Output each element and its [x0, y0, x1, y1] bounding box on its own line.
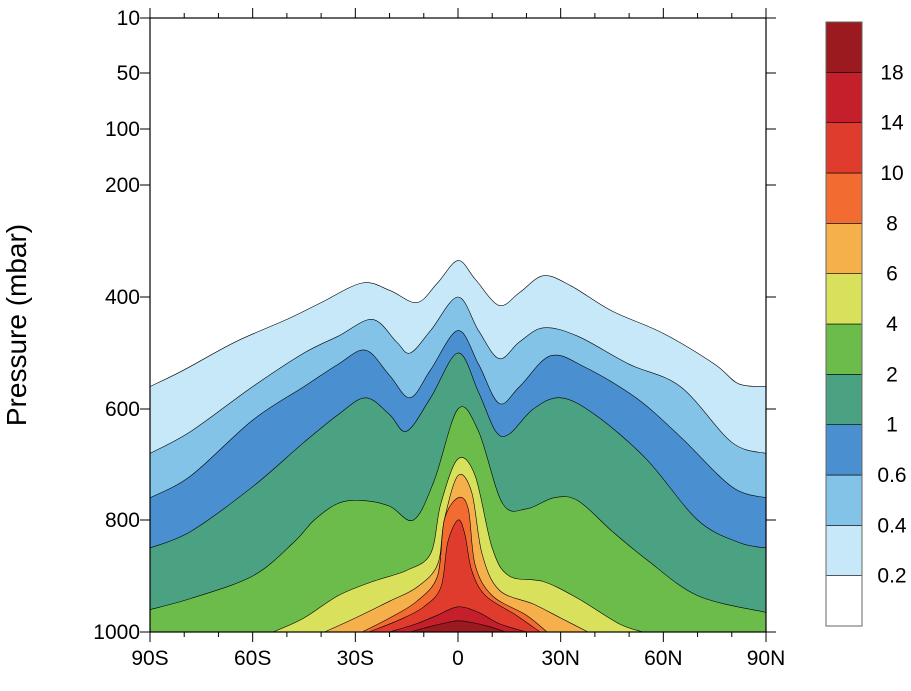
y-tick-label: 10	[117, 7, 140, 30]
colorbar-label: 18	[880, 61, 903, 84]
x-tick-label: 60S	[234, 647, 271, 670]
colorbar-border	[825, 21, 863, 627]
colorbar-label: 0.6	[877, 464, 906, 487]
y-tick-label: 200	[105, 174, 140, 197]
x-tick-label: 90S	[131, 647, 168, 670]
x-tick-label: 90N	[747, 647, 786, 670]
colorbar: 0.2 0.4 0.6 1 2 4 6 8 10 14 18	[825, 21, 907, 627]
colorbar-label: 0.2	[877, 565, 906, 588]
colorbar-box	[825, 223, 863, 274]
colorbar-label: 14	[880, 112, 904, 135]
x-tick-label: 30S	[337, 647, 374, 670]
colorbar-box	[825, 72, 863, 123]
colorbar-box	[825, 575, 863, 627]
colorbar-label: 2	[886, 363, 898, 386]
colorbar-box	[825, 474, 863, 526]
contour-fill-14	[389, 606, 527, 633]
x-tick-label: 60N	[644, 647, 683, 670]
y-tick-label: 600	[105, 398, 140, 421]
y-tick-label: 800	[105, 509, 140, 532]
contour-fills	[149, 260, 767, 633]
y-axis: 10 50 100 200 400 600 800 1000	[93, 7, 776, 644]
y-axis-title: Pressure (mbar)	[1, 224, 32, 426]
colorbar-box	[825, 323, 863, 375]
x-tick-label: 30N	[541, 647, 580, 670]
colorbar-box	[825, 374, 863, 425]
colorbar-label: 0.4	[877, 514, 907, 537]
colorbar-label: 8	[886, 212, 898, 235]
colorbar-label: 1	[886, 414, 898, 437]
colorbar-label: 6	[886, 263, 898, 286]
y-tick-label: 50	[117, 62, 140, 85]
y-tick-label: 1000	[93, 621, 140, 644]
x-axis: 90S 60S 30S 0 30N 60N 90N	[131, 8, 785, 670]
colorbar-label: 4	[886, 313, 898, 336]
y-tick-label: 100	[105, 118, 140, 141]
contour-fill-18	[410, 620, 506, 633]
y-tick-label: 400	[105, 286, 140, 309]
colorbar-box	[825, 525, 863, 576]
colorbar-label: 10	[880, 162, 903, 185]
colorbar-box	[825, 172, 863, 224]
x-tick-label: 0	[452, 647, 464, 670]
colorbar-box	[825, 21, 863, 73]
colorbar-box	[825, 273, 863, 325]
colorbar-box	[825, 122, 863, 174]
contour-fill-10	[368, 519, 542, 633]
colorbar-box	[825, 424, 863, 476]
